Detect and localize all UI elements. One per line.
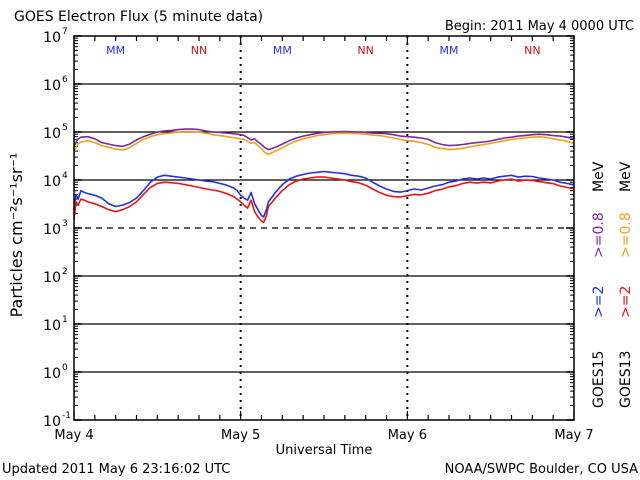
mn-marker: MM <box>440 44 459 57</box>
y-tick-exponent: 0 <box>62 363 68 373</box>
y-tick-exponent: 7 <box>62 27 68 37</box>
series-line <box>73 130 575 156</box>
y-tick-label: 10 <box>43 222 61 238</box>
y-tick-exponent: 4 <box>62 171 68 181</box>
y-tick-exponent: 2 <box>62 267 68 277</box>
y-tick-label: 10 <box>43 126 61 142</box>
legend-mev-1: MeV <box>591 161 607 192</box>
legend: >=2 >=0.8 MeV GOES15 >=2 >=0.8 MeV GOES1… <box>591 161 634 408</box>
legend-goes13-2mev: >=2 <box>618 286 634 318</box>
legend-goes15: GOES15 <box>591 351 607 408</box>
y-tick-label: 10 <box>43 30 61 46</box>
series-line <box>73 128 575 151</box>
mn-marker: MM <box>106 44 125 57</box>
mn-marker: MM <box>273 44 292 57</box>
mn-marker: NN <box>357 44 373 57</box>
y-tick-label: 10 <box>43 174 61 190</box>
legend-goes15-2mev: >=2 <box>591 286 607 318</box>
mn-marker: NN <box>524 44 540 57</box>
x-tick-label: May 4 <box>54 428 93 443</box>
y-tick-exponent: -1 <box>62 411 71 421</box>
y-tick-exponent: 6 <box>62 75 68 85</box>
updated-label: Updated 2011 May 6 23:16:02 UTC <box>2 462 230 477</box>
y-tick-label: 10 <box>43 414 61 430</box>
y-tick-label: 10 <box>43 318 61 334</box>
series-line <box>73 176 575 224</box>
y-tick-label: 10 <box>43 78 61 94</box>
y-tick-exponent: 3 <box>62 219 68 229</box>
credit-label: NOAA/SWPC Boulder, CO USA <box>445 462 638 477</box>
x-axis-title: Universal Time <box>276 443 373 458</box>
series-line <box>73 170 575 218</box>
x-tick-label: May 5 <box>221 428 260 443</box>
legend-mev-2: MeV <box>618 161 634 192</box>
y-tick-exponent: 5 <box>62 123 68 133</box>
x-tick-label: May 7 <box>554 428 593 443</box>
plot-frame <box>73 35 575 421</box>
legend-goes13-08mev: >=0.8 <box>618 212 634 258</box>
begin-label: Begin: 2011 May 4 0000 UTC <box>445 19 634 34</box>
y-tick-exponent: 1 <box>62 315 68 325</box>
chart-title: GOES Electron Flux (5 minute data) <box>14 9 263 25</box>
legend-goes15-08mev: >=0.8 <box>591 212 607 258</box>
y-axis-title: Particles cm⁻²s⁻¹sr⁻¹ <box>7 153 26 318</box>
x-tick-label: May 6 <box>388 428 427 443</box>
legend-goes13: GOES13 <box>618 351 634 408</box>
y-tick-label: 10 <box>43 366 61 382</box>
y-tick-label: 10 <box>43 270 61 286</box>
mn-marker: NN <box>191 44 207 57</box>
